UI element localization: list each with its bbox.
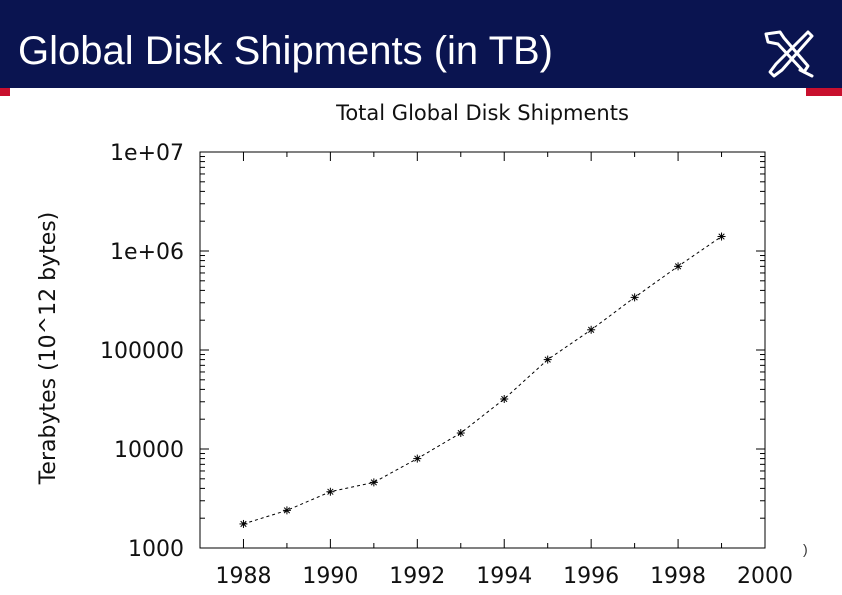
data-point bbox=[413, 454, 422, 463]
asterisk-marker-stroke bbox=[370, 479, 377, 486]
x-tick-label: 1992 bbox=[389, 564, 445, 589]
asterisk-marker-stroke bbox=[588, 326, 595, 333]
y-axis-label: Terabytes (10^12 bytes) bbox=[36, 212, 61, 486]
slide-title: Global Disk Shipments (in TB) bbox=[18, 29, 553, 73]
data-point bbox=[630, 293, 639, 302]
accent-bar-right bbox=[806, 88, 842, 96]
crossed-tools-icon bbox=[764, 30, 814, 78]
asterisk-marker-stroke bbox=[718, 233, 725, 240]
asterisk-marker-stroke bbox=[283, 507, 291, 514]
data-point bbox=[500, 394, 509, 403]
asterisk-marker-stroke bbox=[544, 356, 551, 363]
y-tick-label: 1e+07 bbox=[110, 141, 184, 166]
x-tick-label: 2000 bbox=[737, 564, 793, 589]
y-tick-label: 100000 bbox=[100, 339, 184, 364]
plot-frame bbox=[199, 151, 766, 549]
x-tick-label: 1998 bbox=[650, 564, 706, 589]
chart-title: Total Global Disk Shipments bbox=[335, 101, 629, 125]
asterisk-marker-stroke bbox=[327, 488, 334, 495]
series-line bbox=[243, 236, 722, 525]
data-point bbox=[326, 487, 335, 496]
title-bar: Global Disk Shipments (in TB) bbox=[0, 0, 842, 88]
asterisk-marker-stroke bbox=[414, 455, 421, 462]
data-point bbox=[239, 519, 248, 528]
edge-glyph: ) bbox=[803, 541, 808, 557]
data-point bbox=[674, 262, 683, 271]
data-point bbox=[587, 325, 596, 334]
x-tick-label: 1996 bbox=[563, 564, 619, 589]
y-tick-label: 1000 bbox=[128, 537, 184, 562]
asterisk-marker-stroke bbox=[240, 520, 247, 528]
data-point bbox=[282, 506, 291, 515]
y-tick-label: 10000 bbox=[114, 438, 184, 463]
asterisk-marker-stroke bbox=[501, 395, 508, 403]
y-tick-label: 1e+06 bbox=[110, 240, 184, 265]
x-tick-label: 1990 bbox=[302, 564, 358, 589]
data-point bbox=[717, 232, 726, 241]
x-tick-label: 1994 bbox=[476, 564, 532, 589]
asterisk-marker-stroke bbox=[631, 294, 638, 301]
x-tick-label: 1988 bbox=[215, 564, 271, 589]
data-point bbox=[456, 429, 465, 438]
data-point bbox=[369, 478, 378, 487]
asterisk-marker-stroke bbox=[674, 263, 682, 270]
asterisk-marker-stroke bbox=[457, 429, 464, 437]
accent-bar-left bbox=[0, 88, 10, 96]
data-point bbox=[543, 355, 552, 364]
